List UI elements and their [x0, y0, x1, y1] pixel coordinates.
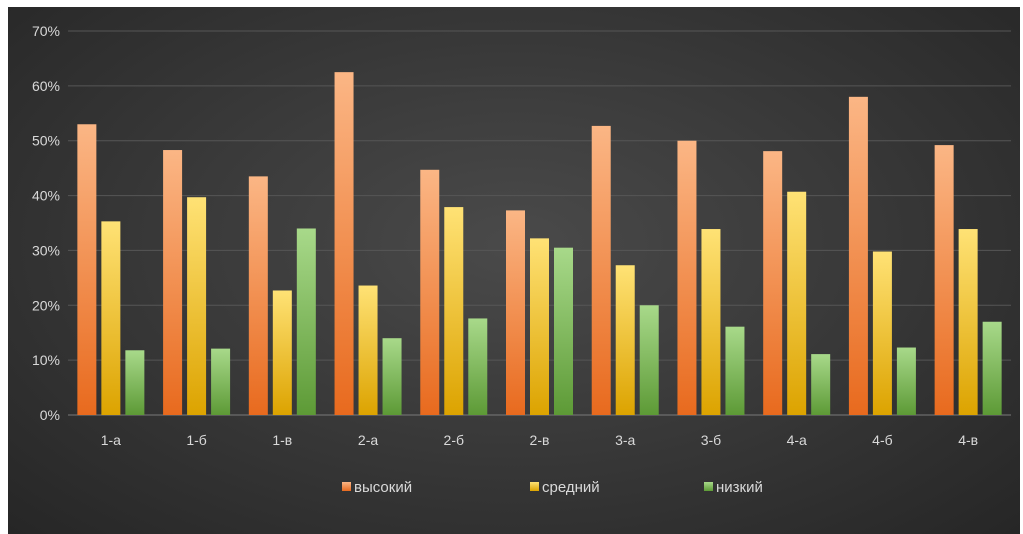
legend-swatch-высокий: [342, 482, 351, 491]
bar-высокий-2-в: [506, 210, 525, 415]
x-tick-label: 2-б: [444, 432, 464, 448]
bar-средний-2-в: [530, 238, 549, 415]
bar-низкий-2-а: [382, 338, 402, 415]
x-tick-label: 4-а: [787, 432, 807, 448]
x-tick-label: 2-в: [530, 432, 550, 448]
bar-высокий-4-б: [848, 96, 868, 415]
x-tick-label: 4-в: [958, 432, 978, 448]
x-tick-label: 1-а: [101, 432, 121, 448]
bar-средний-3-б: [701, 229, 721, 415]
y-tick-label: 10%: [32, 352, 60, 368]
y-axis: 0% 10% 20% 30% 40% 50% 60% 70%: [32, 23, 60, 423]
y-tick-label: 60%: [32, 78, 60, 94]
bars: [77, 72, 1002, 416]
bar-низкий-4-а: [811, 354, 831, 415]
bar-высокий-3-а: [591, 125, 611, 415]
bar-низкий-4-б: [896, 347, 916, 415]
x-tick-label: 3-а: [615, 432, 635, 448]
y-tick-label: 30%: [32, 242, 60, 258]
x-tick-label: 3-б: [701, 432, 721, 448]
legend-swatch-средний: [530, 482, 539, 491]
bar-низкий-3-а: [639, 305, 659, 415]
bar-средний-4-б: [872, 251, 892, 415]
bar-высокий-3-б: [677, 140, 697, 415]
bar-высокий-1-а: [77, 124, 97, 415]
bar-средний-2-а: [358, 285, 378, 415]
bar-низкий-2-в: [554, 247, 573, 415]
legend-label-средний: средний: [542, 479, 600, 496]
bar-низкий-1-а: [125, 350, 145, 415]
bar-средний-2-б: [444, 207, 464, 415]
bar-низкий-1-б: [211, 348, 231, 415]
bar-средний-1-б: [187, 197, 207, 415]
bar-средний-4-а: [787, 191, 807, 415]
bar-высокий-1-б: [163, 150, 183, 416]
bar-высокий-1-в: [248, 176, 268, 415]
bar-средний-4-в: [958, 229, 978, 415]
bar-средний-3-а: [615, 265, 635, 415]
chart-area: 0% 10% 20% 30% 40% 50% 60% 70% 1-а 1-б 1-в 2-а 2-б 2…: [8, 7, 1020, 534]
bar-chart: 0% 10% 20% 30% 40% 50% 60% 70% 1-а 1-б 1-в 2-а 2-б 2…: [32, 23, 1011, 496]
bar-высокий-4-в: [934, 145, 954, 416]
legend-swatch-низкий: [704, 482, 713, 491]
legend-label-высокий: высокий: [354, 479, 412, 496]
bar-высокий-4-а: [763, 151, 783, 415]
x-tick-label: 1-в: [272, 432, 292, 448]
legend-label-низкий: низкий: [716, 479, 763, 496]
y-tick-label: 0%: [40, 407, 60, 423]
bar-средний-1-а: [101, 221, 121, 415]
legend: высокий средний низкий: [342, 479, 763, 496]
y-tick-label: 20%: [32, 297, 60, 313]
bar-низкий-3-б: [725, 326, 745, 415]
bar-средний-1-в: [272, 290, 292, 415]
bar-низкий-4-в: [982, 321, 1002, 415]
x-tick-label: 4-б: [872, 432, 892, 448]
bar-высокий-2-б: [420, 169, 440, 415]
y-tick-label: 50%: [32, 133, 60, 149]
x-tick-label: 1-б: [186, 432, 206, 448]
bar-высокий-2-а: [334, 72, 354, 416]
x-tick-label: 2-а: [358, 432, 378, 448]
y-tick-label: 70%: [32, 23, 60, 39]
x-axis: 1-а 1-б 1-в 2-а 2-б 2-в 3-а 3-б 4-а 4-б 4-в: [101, 432, 978, 448]
y-tick-label: 40%: [32, 188, 60, 204]
bar-низкий-2-б: [468, 318, 488, 415]
bar-низкий-1-в: [296, 228, 316, 415]
